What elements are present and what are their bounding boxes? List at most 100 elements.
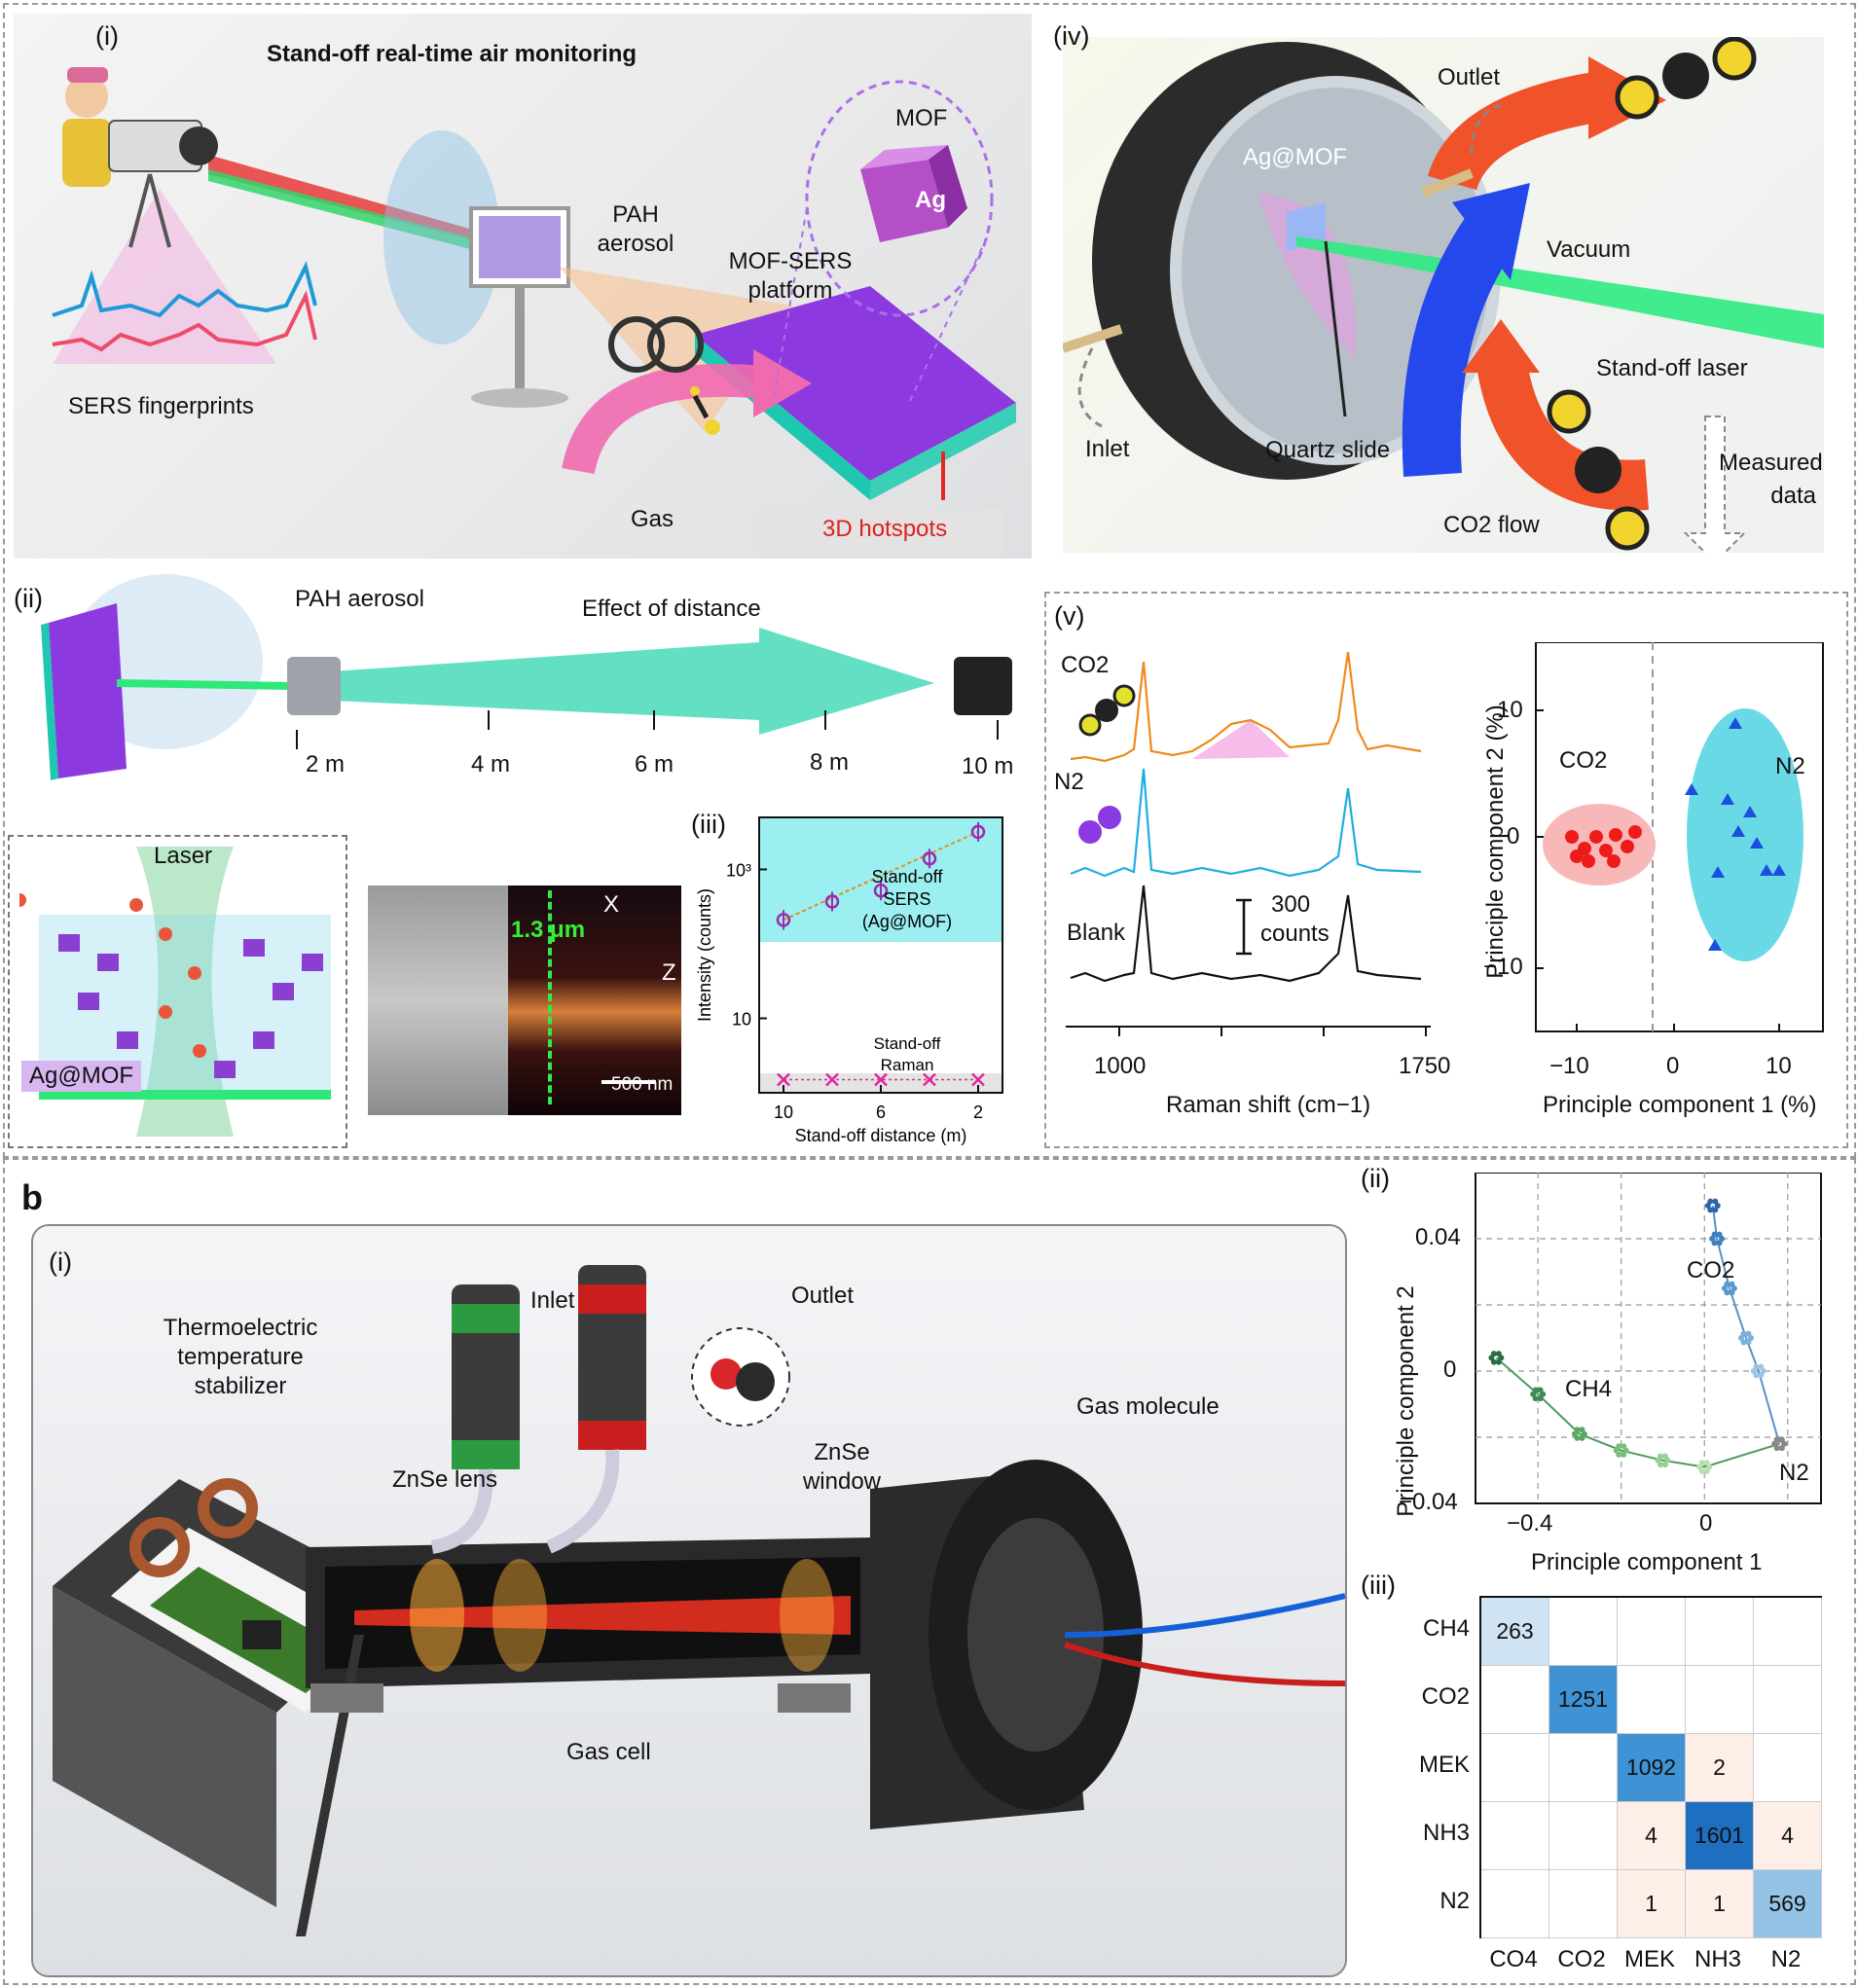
thermo-label: Thermoelectric temperature stabilizer [163,1315,318,1399]
pca-a-ytick-neg10: −10 [1483,954,1523,980]
scale-unit: counts [1260,921,1330,947]
pca-b-point [1712,1207,1719,1213]
pca-b-point [1657,1453,1663,1460]
confusion-col-label: N2 [1770,1946,1802,1972]
pca-b-point [1773,1445,1780,1452]
sem-image [368,886,681,1115]
raman-xlabel: Raman shift (cm−1) [1166,1092,1371,1118]
pca-b-ytick-004: 0.04 [1415,1224,1461,1250]
measured-data-label: Measured data [1719,450,1823,509]
confusion-cell [1754,1666,1822,1734]
pca-b-point [1574,1427,1581,1433]
scale-value: 300 [1271,891,1311,918]
pca-b-point [1579,1434,1585,1441]
panel-a-v-frame [1044,592,1848,1148]
pca-b-ytick-neg004: −0.04 [1399,1489,1458,1515]
pca-b-point [1729,1281,1735,1287]
pca-b-xlabel: Principle component 1 [1531,1549,1763,1575]
confusion-col-label: CO4 [1489,1946,1538,1972]
pca-b-point [1495,1358,1502,1365]
spectrum-label-co2: CO2 [1061,652,1110,678]
sers-region [759,817,1002,942]
pca-b-point [1740,1339,1747,1346]
pca-b-point [1704,1203,1711,1209]
pca-b-point [1621,1443,1627,1450]
confusion-cell [1549,1802,1618,1870]
pca-b-point [1724,1281,1730,1287]
pca-b-point [1745,1339,1752,1346]
pca-b-point [1581,1430,1587,1437]
pca-b-point [1711,1231,1718,1238]
effect-of-distance-label: Effect of distance [582,596,761,622]
inlet-label-b: Inlet [530,1287,575,1314]
pca-b-point [1530,1391,1537,1397]
panel-a-v-label: (v) [1054,601,1085,631]
co2-cluster [1543,804,1656,886]
confusion-cell [1481,1734,1549,1802]
raman-point [825,1072,839,1087]
pca-b-point [1753,1372,1760,1379]
pca-b-point [1748,1335,1755,1341]
confusion-cell: 1251 [1549,1666,1618,1734]
laser-label: Laser [154,843,213,869]
scalebar-label: 500 nm [611,1074,674,1095]
pca-b-label-co2: CO2 [1687,1257,1735,1283]
gas-cell-label: Gas cell [566,1739,651,1765]
pca-a-xtick-0: 0 [1666,1053,1680,1079]
pca-b-point [1758,1363,1765,1370]
pca-b-point [1707,1207,1714,1213]
pca-b-point [1661,1453,1668,1460]
distance-2m: 2 m [306,751,346,777]
pca-b-point [1778,1445,1785,1452]
distance-8m: 8 m [810,749,850,776]
raman-spectra [1066,651,1431,1036]
pca-b-point [1707,1198,1714,1205]
mof-label: MOF [895,105,948,131]
pca-b-point [1579,1427,1585,1433]
pca-b-point [1706,1464,1713,1470]
pca-a-plot [1535,642,1824,1032]
raman-annotation-1: Stand-off [874,1034,941,1053]
confusion-cell [1481,1666,1549,1734]
pca-b-point [1613,1447,1620,1454]
pca-b-point [1495,1351,1502,1357]
pca-a-xlabel: Principle component 1 (%) [1543,1092,1817,1118]
panel-a-iv-label: (iv) [1053,21,1090,51]
confusion-cell [1754,1598,1822,1666]
pca-b-point [1616,1451,1622,1458]
pca-b-point [1490,1351,1497,1357]
quartz-slide-label: Quartz slide [1265,437,1391,463]
distance-6m: 6 m [635,751,674,777]
panel-b-iii-label: (iii) [1361,1571,1396,1600]
pca-b-point [1724,1289,1730,1296]
pca-b-point [1730,1285,1737,1291]
laser-cross-section [19,847,341,1137]
pca-b-point [1490,1358,1497,1365]
pca-b-point [1712,1198,1719,1205]
confusion-cell [1686,1598,1754,1666]
outlet-label: Outlet [1438,64,1501,90]
gas-cell-device [53,1265,1345,1936]
sers-point [970,824,986,840]
ag-mof-label-iv: Ag@MOF [1243,144,1348,170]
gas-label: Gas [631,506,674,532]
pca-b-point [1753,1363,1760,1370]
raman-point [971,1072,985,1087]
panel-a-i-label: (i) [95,21,119,51]
pca-b-plot [1475,1173,1822,1504]
panel-a-ii-label: (ii) [14,584,43,613]
pca-b-point [1488,1355,1495,1361]
pca-b-point [1771,1440,1778,1447]
pca-b-point [1716,1240,1723,1247]
pca-b-point [1532,1395,1539,1402]
hotspots-label: 3D hotspots [822,516,948,542]
chart-iii-ytick-label: 10³ [726,860,751,880]
pca-b-point [1498,1355,1505,1361]
confusion-cell: 1092 [1618,1734,1686,1802]
pca-b-point [1758,1372,1765,1379]
pca-b-point [1721,1285,1728,1291]
confusion-cell [1754,1734,1822,1802]
pca-b-xtick-neg04: −0.4 [1507,1510,1553,1536]
pca-b-point [1740,1330,1747,1337]
standoff-chart: 10 10³ 10 6 2 Stand-off distance (m) Intensity… [695,816,1003,1145]
